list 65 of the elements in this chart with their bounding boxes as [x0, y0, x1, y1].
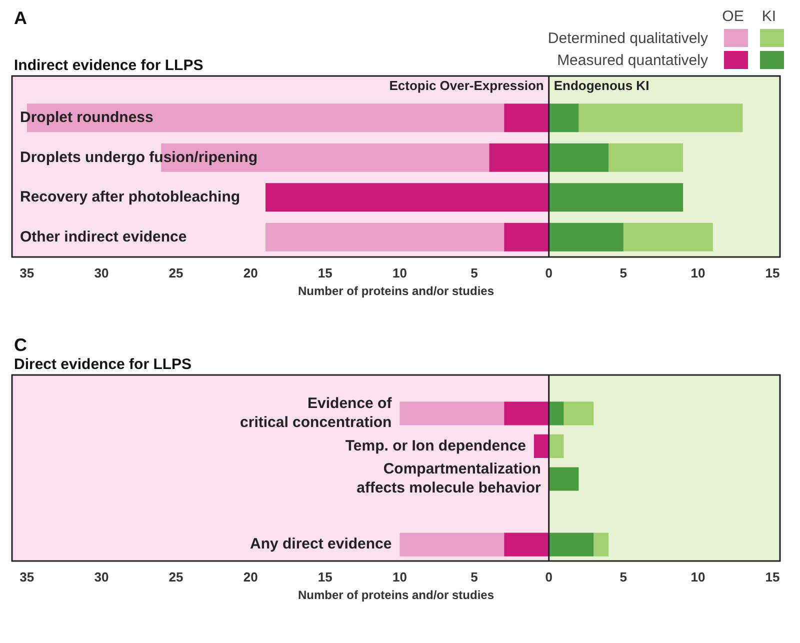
x-axis-title: Number of proteins and/or studies [298, 284, 494, 298]
x-tick-label: 30 [94, 265, 109, 280]
bar [504, 532, 549, 556]
x-tick-label: 15 [765, 569, 780, 584]
bar [548, 532, 594, 556]
bar [266, 222, 504, 252]
x-tick-label: 15 [318, 265, 332, 280]
x-tick-label: 0 [545, 265, 552, 280]
x-axis-title: Number of proteins and/or studies [298, 588, 494, 602]
legend-label: Determined qualitatively [548, 30, 708, 46]
x-tick-label: 25 [168, 569, 184, 584]
text: OE [721, 8, 745, 25]
bar [594, 532, 609, 556]
chart-subtitle: Direct evidence for LLPS [13, 356, 193, 373]
x-tick-label: 10 [690, 265, 706, 280]
bar [504, 104, 549, 132]
bar [548, 143, 609, 172]
y-tick-label: Droplet roundness [20, 109, 154, 126]
y-tick-label: Recovery after photobleaching [20, 188, 240, 206]
x-tick-label: 10 [690, 569, 706, 584]
bar [400, 402, 504, 426]
bar [534, 434, 549, 458]
y-tick-label: Compartmentalization affects molecule behavior [356, 460, 542, 497]
legend-label: Measured quantatively [557, 52, 708, 68]
y-tick-label: Droplets undergo fusion/ripening [20, 148, 258, 166]
bar [489, 143, 549, 172]
x-tick-label: 5 [470, 265, 478, 280]
bar [548, 467, 579, 491]
chart-title: A [14, 8, 27, 28]
bar [266, 183, 549, 212]
chart-subtitle: Indirect evidence for LLPS [14, 57, 204, 74]
bar [400, 532, 504, 556]
bar [578, 104, 743, 132]
text: KI [760, 8, 778, 25]
x-tick-label: 5 [620, 569, 628, 584]
x-tick-label: 10 [392, 569, 407, 584]
x-tick-label: 30 [94, 569, 109, 584]
x-tick-label: 5 [470, 569, 478, 584]
x-tick-label: 35 [20, 265, 34, 280]
x-tick-label: 15 [765, 265, 780, 280]
x-tick-label: 20 [243, 569, 258, 584]
bar [623, 222, 713, 252]
band-label: Ectopic Over-Expression [389, 78, 544, 94]
y-tick-label: Temp. or Ion dependence [345, 437, 526, 454]
bar [548, 222, 624, 252]
bar [548, 104, 579, 132]
y-tick-label: Other indirect evidence [20, 228, 187, 246]
bar [564, 402, 594, 426]
bar [504, 402, 549, 426]
bar [548, 434, 564, 458]
x-tick-label: 35 [20, 569, 34, 584]
bar [608, 143, 684, 172]
bar [548, 402, 564, 426]
x-tick-label: 25 [168, 265, 184, 280]
chart-title: C [13, 335, 28, 356]
bar [504, 222, 549, 252]
bar [548, 183, 684, 212]
x-tick-label: 15 [318, 569, 332, 584]
x-tick-label: 5 [620, 265, 628, 280]
x-tick-label: 10 [392, 265, 407, 280]
x-tick-label: 0 [545, 569, 552, 584]
y-tick-label: Evidence of critical concentration [240, 395, 393, 432]
y-tick-label: Any direct evidence [250, 536, 392, 553]
x-tick-label: 20 [243, 265, 258, 280]
band-label: Endogenous KI [554, 78, 650, 94]
